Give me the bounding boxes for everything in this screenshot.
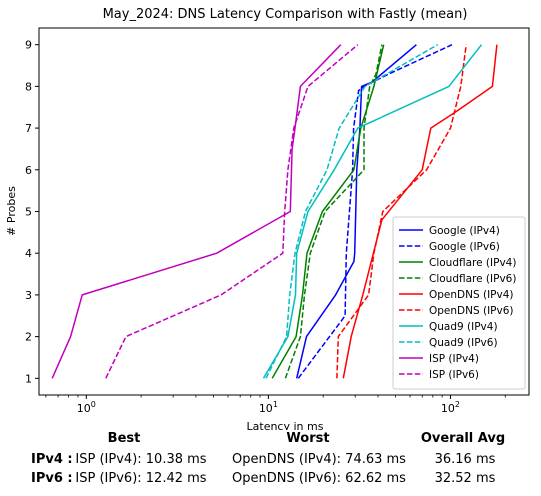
y-tick-label: 6 (25, 164, 32, 177)
ipv6-worst: OpenDNS (IPv6): 62.62 ms (232, 471, 406, 486)
series-line-5 (342, 44, 498, 379)
series-line-8 (265, 44, 438, 379)
y-tick-label: 9 (25, 39, 32, 52)
legend-frame (392, 216, 526, 390)
y-tick-label: 8 (25, 80, 32, 93)
legend-label: Quad9 (IPv4) (429, 321, 498, 333)
legend-label: ISP (IPv6) (429, 369, 479, 381)
legend-label: OpenDNS (IPv4) (429, 289, 514, 301)
latency-chart: May_2024: DNS Latency Comparison with Fa… (5, 7, 530, 430)
legend-label: OpenDNS (IPv6) (429, 305, 514, 317)
series-line-10 (105, 44, 359, 379)
ipv4-avg: 36.16 ms (434, 452, 496, 467)
y-axis-label: # Probes (5, 186, 18, 236)
ipv4-best: ISP (IPv4): 10.38 ms (75, 452, 207, 467)
series-line-2 (297, 44, 453, 379)
x-tick-label: 100 (77, 400, 96, 415)
legend-label: Quad9 (IPv6) (429, 337, 498, 349)
worst-header: Worst (286, 431, 330, 446)
y-tick-label: 2 (25, 331, 32, 344)
axis-ticks: 100 101 102 1 2 3 4 5 6 7 8 9 (25, 39, 506, 415)
series-line-9 (51, 44, 342, 379)
legend-label: Google (IPv4) (429, 225, 500, 237)
legend-label: Cloudflare (IPv6) (429, 273, 516, 285)
y-tick-label: 5 (25, 206, 32, 219)
series-line-7 (262, 44, 483, 379)
x-tick-label: 102 (441, 400, 460, 415)
stats-table: Best Worst Overall Avg IPv4 : ISP (IPv4)… (0, 430, 541, 496)
ipv6-best: ISP (IPv6): 12.42 ms (75, 471, 207, 486)
series-line-6 (336, 44, 467, 379)
chart-title: May_2024: DNS Latency Comparison with Fa… (103, 7, 468, 22)
series-line-4 (284, 44, 383, 379)
y-tick-label: 3 (25, 289, 32, 302)
ipv6-row-label: IPv6 : (31, 471, 73, 486)
ipv4-row-label: IPv4 : (31, 452, 73, 467)
x-axis-label: Latency in ms (247, 420, 324, 430)
legend-label: Cloudflare (IPv4) (429, 257, 516, 269)
legend-label: ISP (IPv4) (429, 353, 479, 365)
series-lines (51, 44, 498, 379)
best-header: Best (107, 431, 141, 446)
legend-label: Google (IPv6) (429, 241, 500, 253)
y-tick-label: 1 (25, 372, 32, 385)
avg-header: Overall Avg (420, 431, 506, 446)
series-line-1 (295, 44, 417, 379)
x-tick-label: 101 (259, 400, 278, 415)
legend: Google (IPv4) Google (IPv6) Cloudflare (IP… (392, 216, 526, 390)
ipv4-worst: OpenDNS (IPv4): 74.63 ms (232, 452, 406, 467)
y-tick-label: 7 (25, 122, 32, 135)
series-line-3 (271, 44, 385, 379)
y-tick-label: 4 (25, 247, 32, 260)
ipv6-avg: 32.52 ms (434, 471, 496, 486)
